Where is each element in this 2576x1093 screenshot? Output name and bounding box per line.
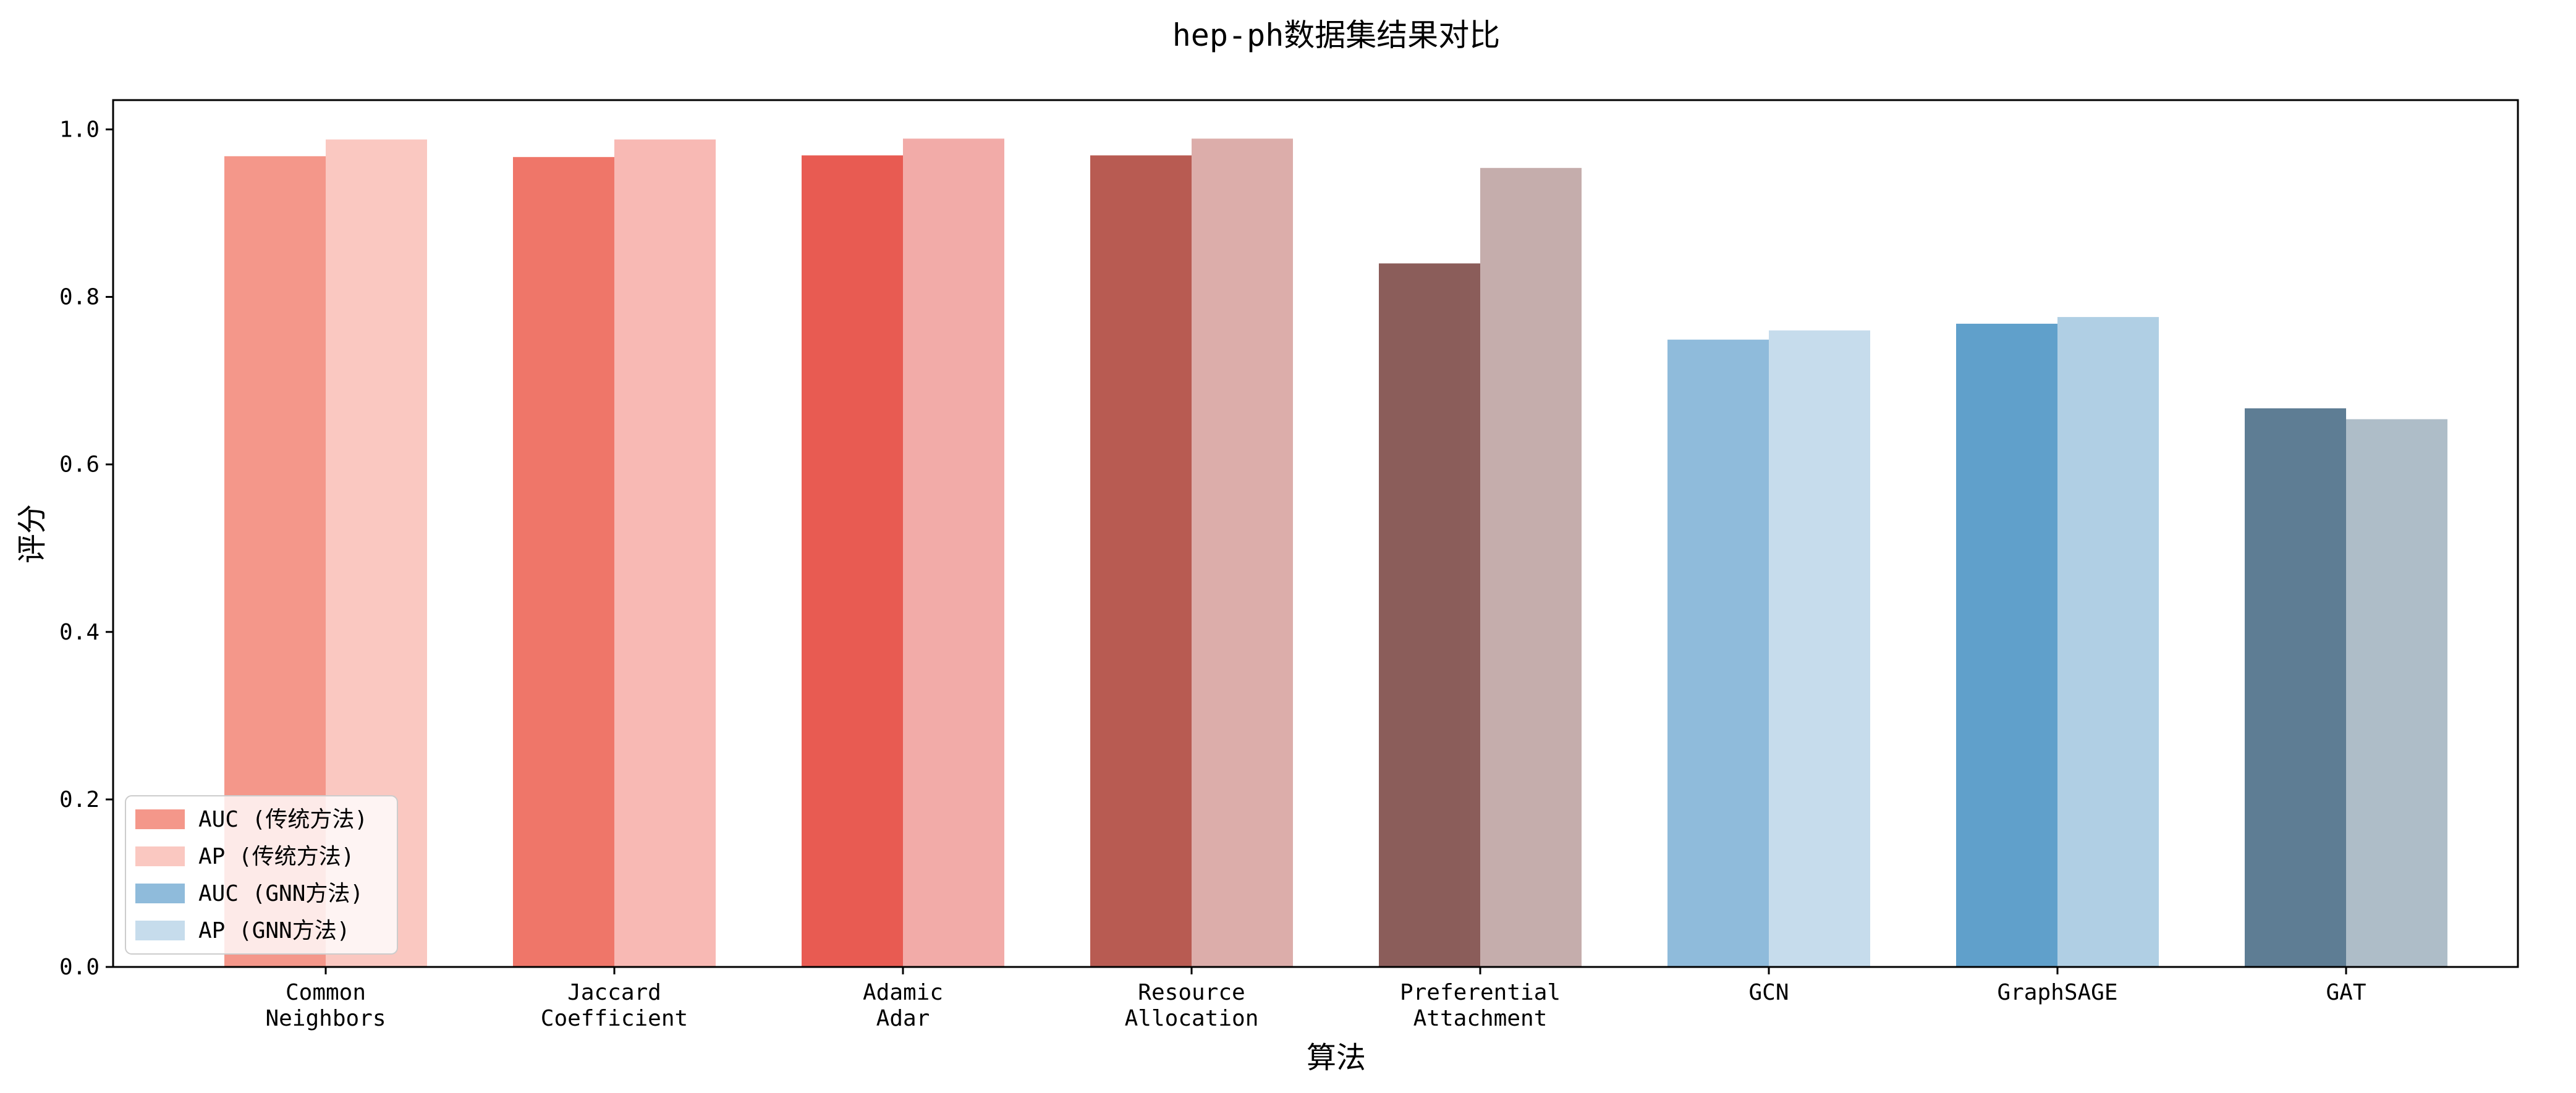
bar-auc-5 [1667,339,1769,967]
legend-swatch [135,884,185,903]
y-tick-label: 0.2 [59,787,100,812]
bar-ap-7 [2346,419,2447,967]
x-tick-label: Resource Allocation [1125,980,1259,1031]
x-tick-label: Common Neighbors [265,980,386,1031]
bar-auc-4 [1379,263,1480,967]
bar-ap-2 [903,138,1004,967]
legend-label: AUC (传统方法) [198,807,368,832]
legend-swatch [135,846,185,866]
y-axis: 0.0 0.2 0.4 0.6 0.8 1.0 [59,117,113,980]
legend-label: AP (传统方法) [198,844,354,869]
bar-ap-4 [1480,167,1582,967]
chart-title: hep-ph数据集结果对比 [1172,17,1501,53]
bar-auc-2 [802,155,903,967]
bar-auc-1 [513,157,614,968]
bar-auc-6 [1956,323,2057,967]
bar-auc-7 [2245,408,2346,967]
bar-ap-1 [614,139,716,968]
x-tick-label: Preferential Attachment [1400,980,1561,1031]
legend-box [125,795,398,955]
x-tick-label: GraphSAGE [1997,980,2117,1005]
x-tick-label: GCN [1748,980,1789,1005]
x-axis: Common Neighbors Jaccard Coefficient Adamic A… [265,967,2366,1031]
y-tick-label: 1.0 [59,117,100,142]
bar-ap-3 [1192,138,1293,967]
x-axis-title: 算法 [1307,1040,1366,1075]
y-tick-label: 0.0 [59,955,100,980]
bars-layer [224,138,2447,968]
bar-auc-3 [1090,155,1192,967]
legend-swatch [135,809,185,829]
y-tick-label: 0.6 [59,452,100,478]
y-axis-title: 评分 [15,504,49,563]
x-tick-label: Adamic Adar [863,980,943,1031]
x-tick-label: GAT [2326,980,2366,1005]
x-tick-label: Jaccard Coefficient [541,980,688,1031]
bar-ap-6 [2057,317,2159,967]
legend-swatch [135,921,185,940]
bar-ap-5 [1769,330,1870,967]
legend: AUC (传统方法) AP (传统方法) AUC (GNN方法) AP (GNN方法) [125,795,398,955]
plot-area-frame [112,99,2519,968]
legend-label: AP (GNN方法) [198,918,350,943]
y-tick-label: 0.8 [59,285,100,310]
y-tick-label: 0.4 [59,620,100,645]
legend-label: AUC (GNN方法) [198,881,363,906]
